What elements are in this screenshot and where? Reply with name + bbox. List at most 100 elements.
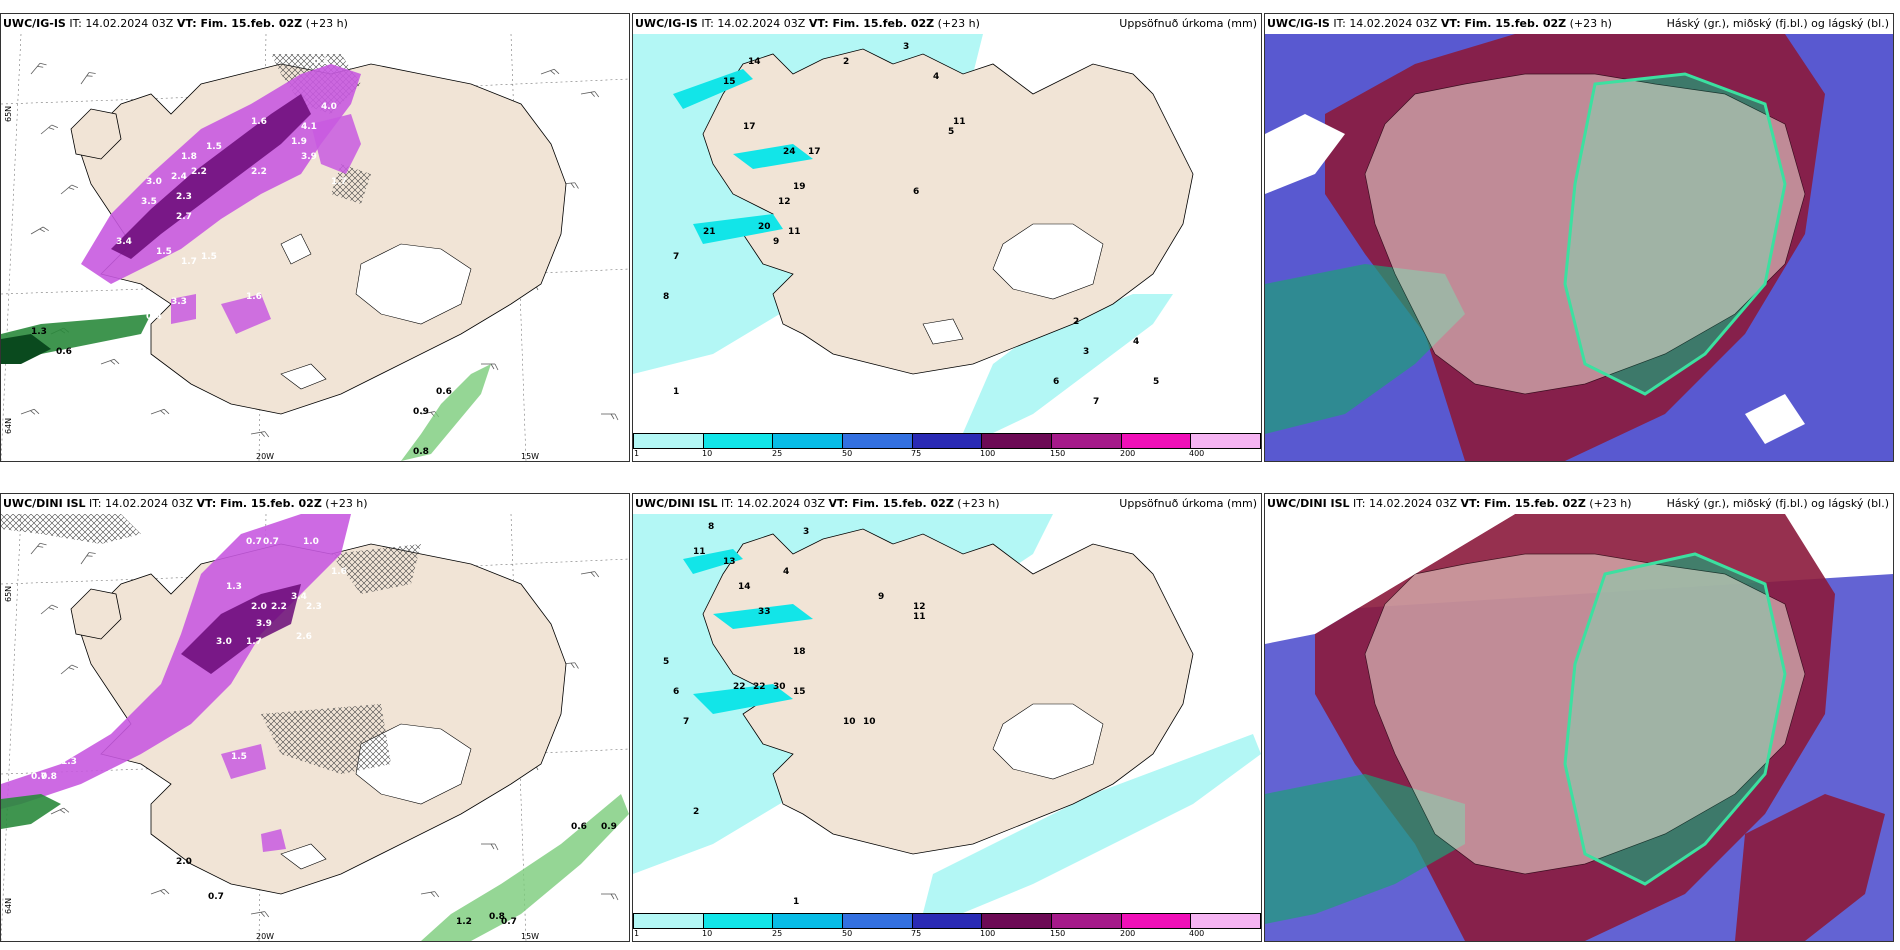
high-cloud-west: [1265, 774, 1465, 924]
value-label: 15: [723, 77, 736, 87]
colorbar-swatch: [843, 434, 913, 448]
hatched-area-2: [331, 164, 371, 204]
value-label: 17: [743, 122, 756, 132]
map-accum-precip: 8 11 13 14 33 18 22 22 30 10 10 12 3 4 5…: [633, 514, 1261, 913]
value-label: 6: [1053, 377, 1059, 387]
wind-precip-map-svg: 0.7 0.7 1.0 1.3 2.0 3.4 1.6 2.2 2.3 3.0 …: [1, 514, 629, 941]
glacier-small: [922, 318, 964, 345]
colorbar-swatch: [843, 914, 913, 928]
colorbar-label: 100: [980, 929, 996, 938]
value-label: 2.2: [271, 602, 287, 612]
colorbar-label: 10: [702, 929, 713, 938]
high-cloud-edge-bright: [1563, 72, 1787, 396]
colorbar-label: 75: [911, 449, 922, 458]
accum-precip-map-svg: 15 14 17 24 17 19 12 21 20 11 9 2 3 4 5 …: [633, 34, 1261, 433]
value-label: 30: [773, 682, 786, 692]
value-label: 0.7: [263, 537, 279, 547]
value-label: 3.3: [171, 297, 187, 307]
value-label: 14: [748, 57, 761, 67]
hatched-area-2: [331, 544, 421, 594]
colorbar-label: 400: [1189, 449, 1205, 458]
value-label: 1.7: [181, 257, 197, 267]
value-label: 1.6: [331, 567, 347, 577]
value-label: 3.9: [256, 619, 272, 629]
precip-cyan-streak-2: [733, 144, 813, 169]
wind-precip-map-svg: 0.3 1.6 1.5 1.8 3.0 2.4 2.2 3.5 2.7 2.3 …: [1, 34, 629, 461]
value-label: 10: [863, 717, 876, 727]
value-label: 1.6: [246, 292, 262, 302]
green-precip-se: [401, 364, 491, 461]
precip-colorbar: 1 10 25 50 75 100 150 200 400: [633, 913, 1261, 939]
axis-labels: 65N 64N 20W 15W: [4, 586, 539, 941]
panel-dini-wind-precip: UWC/DINI ISL IT: 14.02.2024 03Z VT: Fim.…: [0, 493, 630, 942]
init-time: IT: 14.02.2024 03Z: [65, 17, 177, 30]
value-label: 2.0: [251, 602, 267, 612]
colorbar-label: 200: [1120, 929, 1136, 938]
value-label: 11: [693, 547, 706, 557]
colorbar-swatch: [703, 914, 774, 928]
value-label: 0.6: [56, 347, 72, 357]
map-accum-precip: 15 14 17 24 17 19 12 21 20 11 9 2 3 4 5 …: [633, 34, 1261, 433]
value-label: 3: [803, 527, 809, 537]
value-label: 24: [783, 147, 796, 157]
value-label: 4: [1133, 337, 1139, 347]
panel-header: UWC/DINI ISL IT: 14.02.2024 03Z VT: Fim.…: [1, 494, 629, 514]
colorbar-label: 25: [772, 449, 783, 458]
value-label: 19: [793, 182, 806, 192]
map-clouds: [1265, 514, 1893, 941]
value-label: 7: [683, 717, 689, 727]
value-label: 13: [723, 557, 736, 567]
colorbar-swatch: [912, 914, 983, 928]
value-label: 22: [733, 682, 746, 692]
glacier-vatnajokull: [992, 703, 1104, 780]
valid-time: VT: Fim. 15.feb. 02Z: [1460, 497, 1586, 510]
model-name: UWC/DINI ISL: [635, 497, 718, 510]
colorbar-swatch: [982, 434, 1053, 448]
value-label: 12: [913, 602, 926, 612]
value-labels: 0.3 1.6 1.5 1.8 3.0 2.4 2.2 3.5 2.7 2.3 …: [31, 57, 452, 457]
value-label: 11: [913, 612, 926, 622]
value-label: 2.3: [176, 192, 192, 202]
value-label: 1.5: [231, 752, 247, 762]
iceland-land: [1364, 73, 1806, 395]
value-label: 3.0: [146, 177, 162, 187]
model-name: UWC/IG-IS: [3, 17, 66, 30]
iceland-westfjords: [70, 588, 122, 640]
high-cloud-edge-bright: [1563, 552, 1787, 886]
mid-cloud-se: [1735, 794, 1885, 941]
value-label: 1.5: [201, 252, 217, 262]
value-label: 2: [843, 57, 849, 67]
value-label: 0.7: [246, 537, 262, 547]
precip-patch-east: [311, 114, 361, 174]
green-precip-west: [1, 794, 61, 829]
field-label: Uppsöfnuð úrkoma (mm): [1119, 497, 1257, 510]
lon-label: 15W: [521, 932, 539, 941]
value-label: 10: [843, 717, 856, 727]
colorbar-label: 150: [1050, 929, 1066, 938]
value-label: 0.7: [208, 892, 224, 902]
model-name: UWC/IG-IS: [1267, 17, 1330, 30]
value-label: 0.9: [601, 822, 617, 832]
value-label: 3: [903, 42, 909, 52]
value-label: 7: [673, 252, 679, 262]
precip-band: [1, 514, 351, 809]
value-label: 2: [1073, 317, 1079, 327]
value-label: 5: [1153, 377, 1159, 387]
value-label: 0.8: [413, 447, 429, 457]
value-label: 6: [913, 187, 919, 197]
value-label: 4.1: [301, 122, 317, 132]
panel-dini-accum-precip: UWC/DINI ISL IT: 14.02.2024 03Z VT: Fim.…: [632, 493, 1262, 942]
map-clouds: [1265, 34, 1893, 461]
value-label: 1: [793, 897, 799, 907]
lon-label: 20W: [256, 932, 274, 941]
value-label: 1.3: [226, 582, 242, 592]
colorbar-swatch: [773, 914, 844, 928]
panel-dini-clouds: UWC/DINI ISL IT: 14.02.2024 03Z VT: Fim.…: [1264, 493, 1894, 942]
value-label: 7: [1093, 397, 1099, 407]
precip-cyan-streak: [673, 69, 753, 109]
value-label: 0.6: [436, 387, 452, 397]
valid-time: VT: Fim. 15.feb. 02Z: [1440, 17, 1567, 30]
colorbar-swatch: [912, 434, 983, 448]
value-label: 11: [953, 117, 966, 127]
glacier-vatnajokull: [992, 223, 1104, 300]
